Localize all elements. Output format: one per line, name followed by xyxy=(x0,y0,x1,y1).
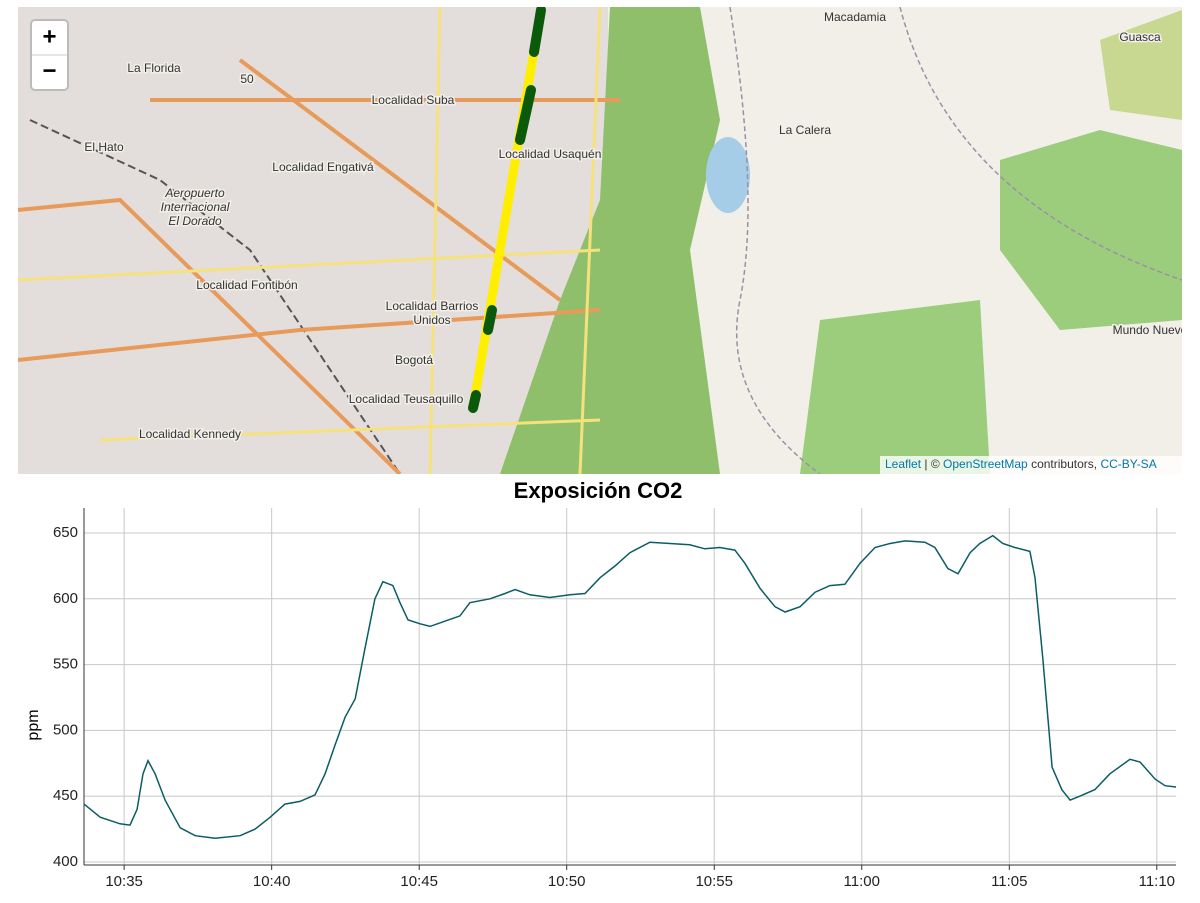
chart-title: Exposición CO2 xyxy=(514,478,683,503)
map-label: Localidad Barrios xyxy=(386,299,479,313)
map-label: Bogotá xyxy=(395,353,433,367)
forest xyxy=(1000,130,1182,330)
attribution-text: contributors, xyxy=(1031,457,1100,471)
railway xyxy=(29,119,401,474)
y-axis-label: ppm xyxy=(25,709,42,740)
x-tick-label: 10:55 xyxy=(695,873,733,890)
map-label: Mundo Nuevo xyxy=(1113,323,1188,337)
map-label: El Dorado xyxy=(168,214,222,228)
route-segment xyxy=(468,7,546,413)
map-label: Localidad Kennedy xyxy=(139,427,241,441)
license-link[interactable]: CC-BY-SA xyxy=(1100,457,1156,471)
map-label: La Florida xyxy=(127,61,181,75)
route xyxy=(468,7,546,413)
forest xyxy=(500,7,720,474)
data-line xyxy=(83,534,1177,840)
map-label: Internacional xyxy=(161,200,230,214)
farmland xyxy=(1100,10,1182,120)
map-label: Localidad Teusaquillo xyxy=(349,392,464,406)
map-label: 50 xyxy=(240,72,254,86)
map: La Florida 50 Localidad Suba Macadamia Guasc… xyxy=(18,7,1188,474)
x-tick-label: 10:50 xyxy=(548,873,586,890)
urban-area xyxy=(18,7,608,474)
x-tick-label: 10:45 xyxy=(400,873,438,890)
y-tick-label: 500 xyxy=(53,721,78,738)
y-tick-label: 400 xyxy=(53,853,78,870)
map-label: Unidos xyxy=(413,313,450,327)
x-tick-label: 11:00 xyxy=(844,873,880,890)
map-label: La Calera xyxy=(779,123,831,137)
map-label: Localidad Engativá xyxy=(272,160,374,174)
map-label: Localidad Fontibón xyxy=(196,278,297,292)
y-tick-label: 450 xyxy=(53,787,78,804)
attribution-box xyxy=(880,456,1182,474)
attribution-text: | © xyxy=(924,457,943,471)
attribution: Leaflet | © OpenStreetMap contributors, … xyxy=(885,457,1157,471)
y-tick-label: 550 xyxy=(53,656,78,673)
zoom-control: + − xyxy=(30,19,69,91)
lake xyxy=(706,137,750,213)
x-tick-label: 11:05 xyxy=(991,873,1027,890)
map-label: El Hato xyxy=(84,140,124,154)
x-tick-label: 11:10 xyxy=(1139,873,1175,890)
road xyxy=(18,7,602,474)
y-tick-label: 650 xyxy=(53,524,78,541)
forest xyxy=(800,300,990,474)
osm-link[interactable]: OpenStreetMap xyxy=(943,457,1028,471)
zoom-out-button[interactable]: − xyxy=(42,57,56,84)
x-tick-label: 10:35 xyxy=(105,873,143,890)
map-label: Localidad Suba xyxy=(372,93,455,107)
road xyxy=(18,58,620,474)
zoom-in-button[interactable]: + xyxy=(42,23,56,50)
map-label: Macadamia xyxy=(824,10,886,24)
map-label: Guasca xyxy=(1119,30,1161,44)
leaflet-link[interactable]: Leaflet xyxy=(885,457,922,471)
map-label: Aeropuerto xyxy=(164,186,225,200)
boundary xyxy=(729,7,1182,474)
y-tick-label: 600 xyxy=(53,590,78,607)
map-label: Localidad Usaquén xyxy=(499,147,602,161)
x-tick-label: 10:40 xyxy=(253,873,291,890)
